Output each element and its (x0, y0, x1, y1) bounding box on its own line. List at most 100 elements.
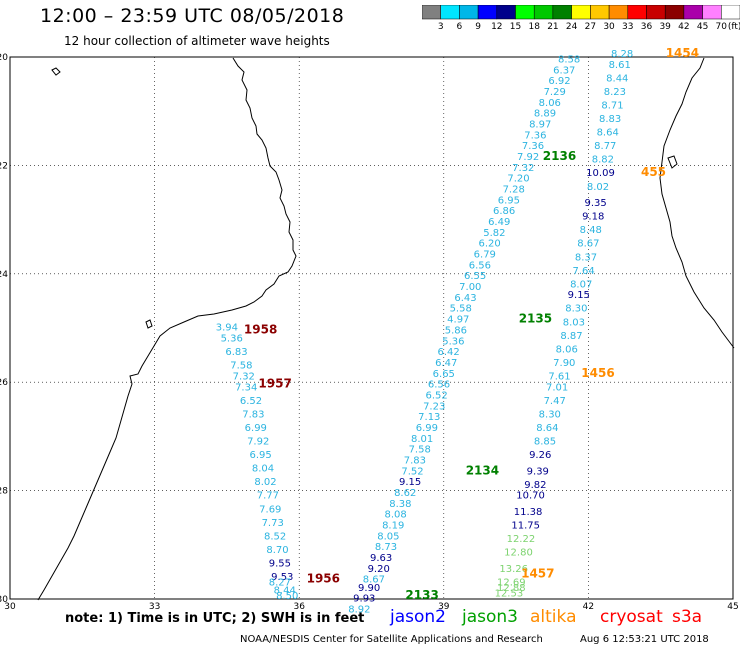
wave-height-value: 12.80 (504, 548, 533, 559)
colorbar-label: 70 (715, 22, 728, 32)
wave-height-value: 7.28 (503, 185, 525, 196)
wave-height-value: 6.49 (488, 217, 510, 228)
wave-height-value: 6.20 (478, 239, 500, 250)
wave-height-value: 7.36 (522, 141, 544, 152)
legend-s3a: s3a (672, 607, 703, 627)
wave-height-value: 8.08 (384, 510, 406, 521)
wave-height-value: 12.53 (495, 588, 524, 599)
colorbar-label: 3 (437, 22, 444, 32)
wave-height-value: 8.02 (254, 477, 276, 488)
map-title: 12:00 – 23:59 UTC 08/05/2018 (40, 5, 345, 27)
wave-height-value: 7.64 (572, 266, 594, 277)
timestamp: Aug 6 12:53:21 UTC 2018 (580, 634, 709, 645)
wave-height-value: 9.15 (568, 290, 590, 301)
wave-height-value: 8.89 (534, 109, 556, 120)
wave-height-value: 6.55 (464, 271, 486, 282)
wave-height-value: 7.77 (257, 491, 279, 502)
legend-cryosat: cryosat (600, 607, 663, 627)
wave-height-value: 8.04 (252, 464, 274, 475)
wave-height-value: 12.69 (497, 577, 526, 588)
wave-height-value: 8.03 (563, 317, 585, 328)
colorbar-label: 42 (678, 22, 690, 32)
pass-time-label: 1454 (666, 46, 699, 60)
wave-height-value: 8.62 (394, 488, 416, 499)
wave-height-value: 7.73 (262, 518, 284, 529)
wave-height-value: 8.44 (606, 73, 628, 84)
wave-height-value: 6.56 (469, 260, 491, 271)
wave-height-value: 6.99 (416, 423, 438, 434)
wave-height-value: 6.43 (454, 293, 476, 304)
wave-height-value: 6.47 (435, 358, 457, 369)
lat-tick-label: -26 (0, 378, 8, 388)
wave-height-value: 7.58 (230, 361, 252, 372)
wave-height-value: 7.01 (546, 382, 568, 393)
wave-height-value: 9.18 (582, 212, 604, 223)
wave-height-value: 6.95 (498, 195, 520, 206)
wave-height-value: 7.92 (517, 152, 539, 163)
wave-height-value: 8.30 (565, 304, 587, 315)
colorbar-label: 39 (659, 22, 671, 32)
wave-height-value: 8.67 (577, 239, 599, 250)
lon-tick-label: 30 (4, 602, 16, 612)
pass-time-label: 455 (641, 165, 666, 179)
wave-height-value: 5.36 (442, 336, 464, 347)
wave-height-value: 5.82 (483, 228, 505, 239)
colorbar-label: 45 (696, 22, 709, 32)
pass-time-label: 1456 (581, 366, 614, 380)
wave-height-value: 7.20 (507, 174, 529, 185)
wave-height-value: 8.23 (604, 87, 626, 98)
axis-tick-labels: 30 33 36 39 42 45 -20 -22 -24 -26 -28 -30 (0, 53, 739, 612)
wave-height-value: 6.95 (249, 450, 271, 461)
legend-altika: altika (530, 607, 577, 627)
wave-height-value: 10.70 (516, 491, 545, 502)
pass-time-label: 2135 (519, 312, 552, 326)
colorbar-label: 21 (547, 22, 559, 32)
footnote: note: 1) Time is in UTC; 2) SWH is in fe… (65, 611, 365, 626)
wave-height-value: 8.71 (601, 101, 623, 112)
map-frame (9, 56, 734, 600)
wave-height-value: 9.53 (271, 572, 293, 583)
colorbar-label: 33 (622, 22, 634, 32)
pass-time-label: 1457 (521, 566, 554, 580)
wave-height-value: 8.48 (580, 225, 602, 236)
wave-height-value: 7.47 (544, 396, 566, 407)
wave-height-value: 8.02 (587, 182, 609, 193)
wave-height-value: 8.85 (534, 437, 556, 448)
wave-height-value: 6.92 (548, 76, 570, 87)
wave-height-value: 9.93 (353, 594, 375, 605)
lat-lon-grid (9, 56, 734, 600)
colorbar-label: 9 (475, 22, 481, 32)
wave-height-value: 7.13 (418, 412, 440, 423)
wave-height-value: 8.28 (611, 49, 633, 60)
wave-height-value: 7.61 (548, 372, 570, 383)
wave-height-values: 3.945.366.837.587.327.346.527.836.997.92… (216, 49, 633, 616)
wave-height-value: 8.01 (411, 434, 433, 445)
lat-tick-label: -24 (0, 270, 8, 280)
wave-height-value: 9.15 (399, 477, 421, 488)
wave-height-value: 7.00 (459, 282, 481, 293)
wave-height-value: 6.86 (493, 206, 515, 217)
wave-height-value: 6.52 (240, 396, 262, 407)
wave-height-value: 7.58 (409, 445, 431, 456)
wave-height-value: 7.83 (404, 456, 426, 467)
wave-height-value: 8.37 (575, 252, 597, 263)
wave-height-value: 13.26 (499, 564, 528, 575)
wave-height-value: 9.82 (524, 480, 546, 491)
island-2 (145, 319, 153, 329)
wave-height-value: 6.65 (433, 369, 455, 380)
wave-height-value: 8.06 (539, 98, 561, 109)
wave-height-value: 5.86 (445, 325, 467, 336)
wave-height-value: 8.05 (377, 531, 399, 542)
lon-tick-label: 33 (149, 602, 160, 612)
wave-height-value: 6.37 (553, 65, 575, 76)
colorbar-label: 24 (565, 22, 578, 32)
wave-height-value: 8.82 (592, 155, 614, 166)
wave-height-value: 8.61 (609, 60, 631, 71)
wave-height-value: 6.42 (437, 347, 459, 358)
lat-tick-label: -20 (0, 53, 8, 63)
wave-height-value: 8.73 (375, 542, 397, 553)
colorbar-label: 18 (528, 22, 540, 32)
wave-height-value: 9.26 (529, 450, 551, 461)
